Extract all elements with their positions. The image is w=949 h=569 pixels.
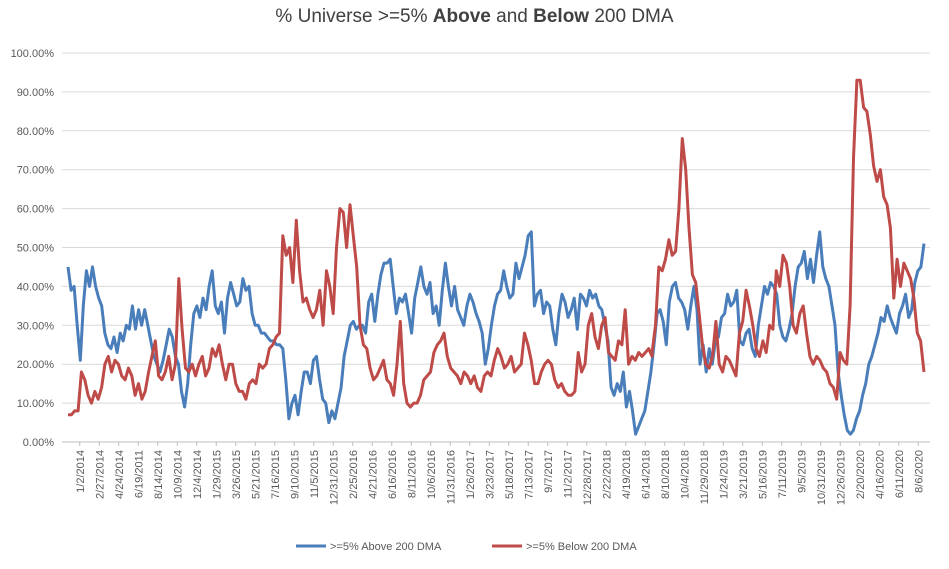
y-tick-label: 60.00% xyxy=(17,204,55,216)
x-tick-label: 2/20/2020 xyxy=(855,450,867,499)
chart-title-part: 200 DMA xyxy=(589,6,674,27)
y-tick-label: 100.00% xyxy=(11,48,55,60)
x-tick-label: 3/26/2015 xyxy=(231,450,243,499)
y-axis-tick-labels: 0.00% 10.00% 20.00% 30.00% 40.00% 50.00% 60.00… xyxy=(11,48,55,449)
x-tick-label: 1/26/2017 xyxy=(465,450,477,499)
y-tick-label: 40.00% xyxy=(17,281,55,293)
chart-title-part: Above xyxy=(432,6,491,27)
x-axis-tick-labels: 1/2/2014 2/27/2014 4/24/2014 6/19/2011 8/14/… xyxy=(75,442,925,505)
x-tick-label: 12/26/2019 xyxy=(835,450,847,505)
x-tick-label: 6/14/2018 xyxy=(640,450,652,499)
x-tick-label: 4/24/2014 xyxy=(114,450,126,499)
x-tick-label: 4/16/2020 xyxy=(874,450,886,499)
x-tick-label: 1/24/2019 xyxy=(718,450,730,499)
chart-title: % Universe >=5% Above and Below 200 DMA xyxy=(0,6,949,28)
x-tick-label: 11/29/2018 xyxy=(699,450,711,504)
x-tick-label: 1/29/2015 xyxy=(211,450,223,499)
x-tick-label: 7/16/2015 xyxy=(270,450,282,499)
x-tick-label: 2/25/2016 xyxy=(348,450,360,499)
x-tick-label: 8/10/2018 xyxy=(660,450,672,499)
chart-title-part: and xyxy=(490,6,534,27)
x-tick-label: 5/16/2019 xyxy=(757,450,769,499)
x-tick-label: 10/31/2019 xyxy=(816,450,828,505)
legend: >=5% Above 200 DMA >=5% Below 200 DMA xyxy=(296,541,637,553)
chart-title-part: Below xyxy=(533,6,590,27)
legend-label: >=5% Below 200 DMA xyxy=(526,541,637,553)
series-lines xyxy=(66,78,926,436)
x-tick-label: 8/14/2014 xyxy=(153,450,165,499)
x-tick-label: 1/2/2014 xyxy=(75,450,87,493)
x-tick-label: 11/31/2016 xyxy=(445,450,457,504)
gridlines xyxy=(62,52,930,443)
x-tick-label: 7/11/2019 xyxy=(777,450,789,498)
x-tick-label: 5/18/2017 xyxy=(504,450,516,499)
x-tick-label: 12/31/2015 xyxy=(328,450,340,505)
x-tick-label: 9/10/2015 xyxy=(289,450,301,499)
x-tick-label: 11/5/2015 xyxy=(309,450,321,498)
x-tick-label: 2/27/2014 xyxy=(94,450,106,499)
x-tick-label: 12/4/2014 xyxy=(192,450,204,499)
x-tick-label: 6/19/2011 xyxy=(133,450,145,498)
x-tick-label: 2/22/2018 xyxy=(601,450,613,499)
y-tick-label: 70.00% xyxy=(17,165,55,177)
x-tick-label: 10/6/2016 xyxy=(426,450,438,499)
x-tick-label: 6/11/2020 xyxy=(894,450,906,498)
x-tick-label: 7/13/2017 xyxy=(523,450,535,499)
y-tick-label: 50.00% xyxy=(17,243,55,255)
series-line-below xyxy=(68,78,926,417)
x-tick-label: 10/4/2018 xyxy=(679,450,691,499)
x-tick-label: 12/28/2017 xyxy=(582,450,594,505)
y-tick-label: 80.00% xyxy=(17,126,55,138)
x-tick-label: 10/9/2014 xyxy=(172,450,184,499)
x-tick-label: 5/21/2015 xyxy=(250,450,262,499)
x-tick-label: 11/2/2017 xyxy=(562,450,574,498)
x-tick-label: 4/21/2016 xyxy=(367,450,379,499)
y-tick-label: 20.00% xyxy=(17,359,55,371)
y-tick-label: 10.00% xyxy=(17,398,55,410)
x-tick-label: 8/6/2020 xyxy=(913,450,925,493)
x-tick-label: 8/11/2016 xyxy=(406,450,418,498)
series-line-above xyxy=(66,230,926,436)
x-tick-label: 9/5/2019 xyxy=(796,450,808,493)
chart-title-part: % Universe >=5% xyxy=(275,6,433,27)
x-tick-label: 9/7/2017 xyxy=(543,450,555,493)
x-tick-label: 3/23/2017 xyxy=(484,450,496,499)
legend-label: >=5% Above 200 DMA xyxy=(330,541,442,553)
y-tick-label: 0.00% xyxy=(23,437,54,449)
x-tick-label: 3/21/2019 xyxy=(738,450,750,499)
y-tick-label: 30.00% xyxy=(17,320,55,332)
x-tick-label: 4/19/2018 xyxy=(621,450,633,499)
y-tick-label: 90.00% xyxy=(17,87,55,99)
x-tick-label: 6/16/2016 xyxy=(387,450,399,499)
